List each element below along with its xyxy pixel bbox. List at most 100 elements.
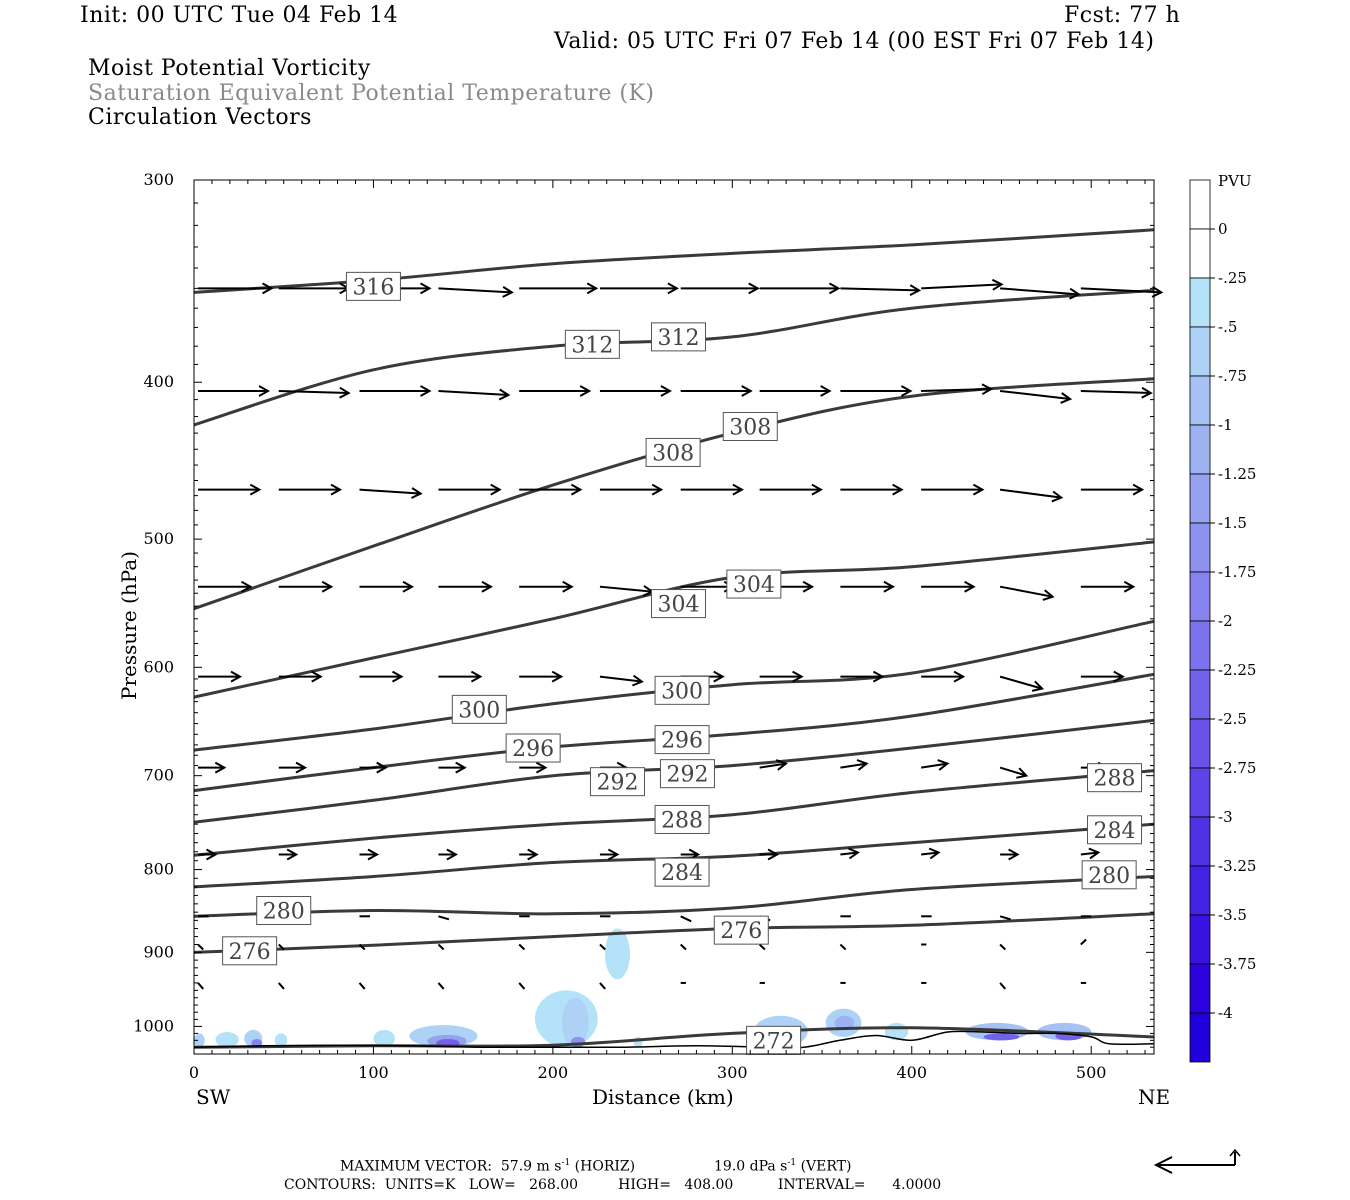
x-tick-label-500: 500: [1076, 1063, 1107, 1082]
colorbar-swatch-4: [1189, 375, 1211, 426]
vector-head-4-6: [713, 670, 725, 683]
vector-head-5-2: [376, 761, 388, 774]
vector-head-0-9: [991, 278, 1004, 291]
vector-head-5-1: [295, 761, 308, 774]
vector-head-3-11: [1123, 580, 1136, 593]
plot-frame: [193, 179, 1155, 1055]
terrain-curve: [193, 1030, 1155, 1049]
vector-head-1-6: [741, 385, 753, 397]
contour-label-box-2: [650, 322, 706, 352]
y-tick-label-900: 900: [143, 942, 174, 961]
colorbar-swatch-9: [1189, 620, 1211, 671]
valid-time: Valid: 05 UTC Fri 07 Feb 14 (00 EST Fri …: [554, 29, 1155, 54]
vector-head-5-10: [1016, 767, 1029, 779]
colorbar-label-2: -.5: [1218, 318, 1237, 336]
vector-9-4: [518, 982, 526, 990]
vector-9-0: [197, 982, 205, 990]
vector-8-6: [680, 943, 687, 951]
vector-head-4-3: [470, 670, 483, 683]
colorbar-label-13: -3.25: [1218, 857, 1256, 875]
vector-head-4-8: [872, 670, 885, 683]
vector-head-6-0: [206, 848, 218, 861]
contour-label-box-5: [650, 589, 706, 619]
vector-head-2-5: [651, 483, 664, 496]
y-tick-label-800: 800: [143, 860, 174, 879]
contour-label-box-3: [645, 437, 701, 467]
max-vector-horiz: 57.9 m s: [500, 1158, 562, 1175]
vector-head-3-1: [321, 580, 334, 593]
vector-6-8: [840, 851, 859, 856]
vector-head-1-3: [498, 388, 511, 401]
vector-8-3: [437, 943, 445, 951]
contour-label-box-8: [654, 675, 710, 705]
vector-head-0-4: [586, 282, 599, 295]
contours-info: CONTOURS: UNITS=K LOW= 268.00 HIGH= 408.…: [284, 1177, 942, 1193]
vector-head-0-11: [1151, 286, 1164, 298]
contour-label-box-16: [1087, 815, 1143, 845]
colorbar-label-4: -1: [1218, 416, 1233, 434]
mpv-patch-0: [604, 928, 631, 980]
vector-5-8: [840, 762, 867, 769]
x-tick-label-200: 200: [538, 1063, 569, 1082]
vector-head-3-9: [964, 580, 976, 593]
colorbar-label-11: -2.75: [1218, 759, 1256, 777]
contour-label-280: 280: [1088, 864, 1130, 889]
contour-label-296: 296: [661, 729, 703, 754]
colorbar-label-0: 0: [1218, 220, 1228, 238]
contour-label-284: 284: [1094, 819, 1136, 844]
vector-head-6-11: [1088, 847, 1101, 860]
vector-8-4: [518, 943, 526, 951]
vector-head-0-3: [502, 286, 514, 298]
vert-tag: (VERT): [800, 1158, 852, 1175]
colorbar-label-16: -4: [1218, 1004, 1233, 1022]
vector-head-4-10: [1031, 680, 1045, 692]
vector-0-11: [1080, 287, 1162, 294]
colorbar-label-14: -3.5: [1218, 906, 1247, 924]
x-axis-label: Distance (km): [592, 1085, 734, 1109]
colorbar-label-12: -3: [1218, 808, 1233, 826]
vector-head-0-5: [667, 282, 679, 295]
ne-end-label: NE: [1138, 1085, 1171, 1109]
vector-head-2-6: [732, 483, 744, 496]
vector-head-5-4: [535, 761, 548, 774]
vector-head-0-7: [828, 282, 841, 295]
vector-head-4-11: [1113, 670, 1125, 683]
vector-head-5-8: [856, 759, 869, 771]
vector-head-2-1: [330, 483, 343, 496]
x-tick-label-0: 0: [189, 1063, 199, 1082]
vector-8-10: [999, 943, 1007, 951]
vector-9-2: [358, 982, 366, 990]
vector-head-5-0: [214, 761, 227, 774]
vector-head-2-9: [972, 483, 985, 496]
vector-7-6: [680, 915, 692, 923]
mpv-patch-11: [251, 1038, 263, 1048]
vector-8-0: [197, 943, 204, 951]
colorbar-swatch-10: [1189, 669, 1211, 720]
contour-label-288: 288: [1094, 767, 1136, 792]
isentrope-292: [193, 718, 1155, 824]
forecast-hour: Fcst: 77 h: [1064, 3, 1181, 28]
horiz-exponent: -1: [561, 1158, 571, 1168]
vector-head-5-9: [937, 759, 950, 771]
colorbar-swatch-8: [1189, 571, 1211, 622]
colorbar-swatch-6: [1189, 473, 1211, 524]
colorbar-swatch-1: [1189, 228, 1211, 279]
vector-head-2-4: [570, 483, 583, 496]
colorbar-label-15: -3.75: [1218, 955, 1256, 973]
colorbar-swatch-15: [1189, 914, 1211, 965]
colorbar-label-1: -.25: [1218, 269, 1247, 287]
vector-1-11: [1080, 389, 1151, 394]
y-tick-label-300: 300: [143, 170, 174, 189]
vector-head-2-7: [811, 483, 823, 496]
init-time: Init: 00 UTC Tue 04 Feb 14: [80, 3, 399, 28]
contour-label-288: 288: [661, 808, 703, 833]
contour-label-box-20: [222, 936, 278, 966]
contour-label-box-12: [659, 759, 715, 789]
vector-head-4-7: [792, 670, 804, 683]
vector-1-9: [921, 387, 992, 392]
vector-head-2-10: [1051, 490, 1064, 503]
vector-8-8: [839, 943, 847, 951]
vector-9-5: [599, 982, 606, 990]
vector-head-0-6: [748, 282, 760, 295]
vector-head-1-11: [1141, 386, 1153, 399]
